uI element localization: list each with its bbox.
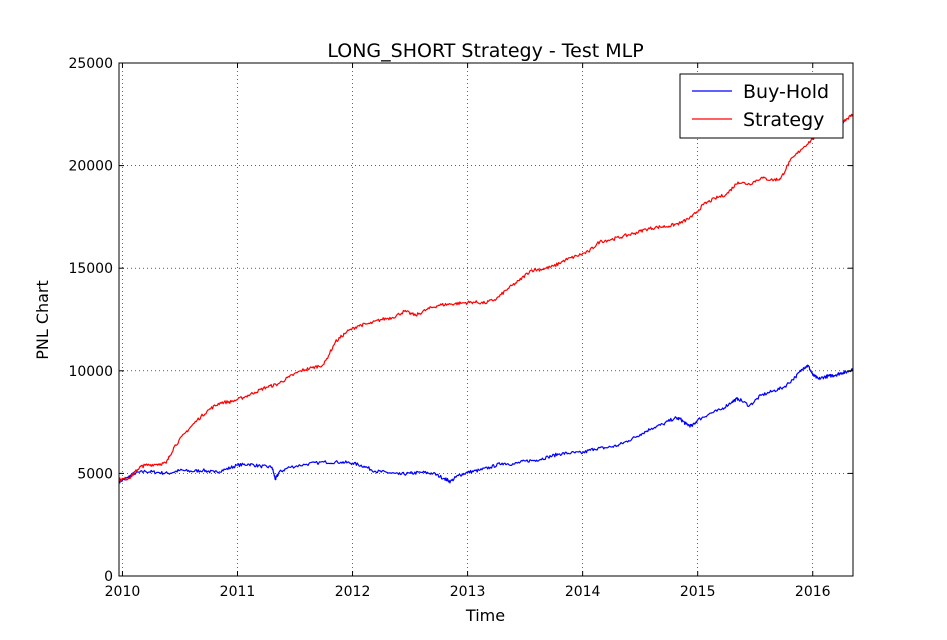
y-tick-label: 25000 xyxy=(68,56,113,72)
x-tick-label: 2012 xyxy=(335,584,371,600)
y-tick-label: 20000 xyxy=(68,159,113,175)
series-line-strategy xyxy=(118,113,854,482)
y-tick-label: 5000 xyxy=(77,466,113,482)
grid-lines xyxy=(119,62,853,577)
x-tick-label: 2014 xyxy=(565,584,601,600)
legend-box xyxy=(679,73,844,139)
plot-area-frame xyxy=(118,62,854,577)
y-axis-ticks: 0 5000 10000 15000 20000 25000 xyxy=(68,56,853,585)
x-tick-label: 2016 xyxy=(795,584,831,600)
x-tick-label: 2015 xyxy=(680,584,716,600)
series-layer xyxy=(118,113,854,484)
y-axis-label: PNL Chart xyxy=(33,280,52,360)
legend-label-buy-hold: Buy-Hold xyxy=(743,81,829,103)
y-tick-label: 10000 xyxy=(68,364,113,380)
series-line-buy-hold xyxy=(118,364,854,484)
x-tick-label: 2010 xyxy=(105,584,141,600)
x-tick-label: 2011 xyxy=(220,584,256,600)
legend-label-strategy: Strategy xyxy=(743,109,824,131)
x-axis-ticks: 2010 2011 2012 2013 2014 2015 2016 xyxy=(105,63,831,600)
y-tick-label: 15000 xyxy=(68,261,113,277)
y-tick-label: 0 xyxy=(104,569,113,585)
x-tick-label: 2013 xyxy=(450,584,486,600)
chart-title: LONG_SHORT Strategy - Test MLP xyxy=(327,40,643,62)
x-axis-label: Time xyxy=(465,606,505,625)
legend: Buy-Hold Strategy xyxy=(679,73,844,139)
